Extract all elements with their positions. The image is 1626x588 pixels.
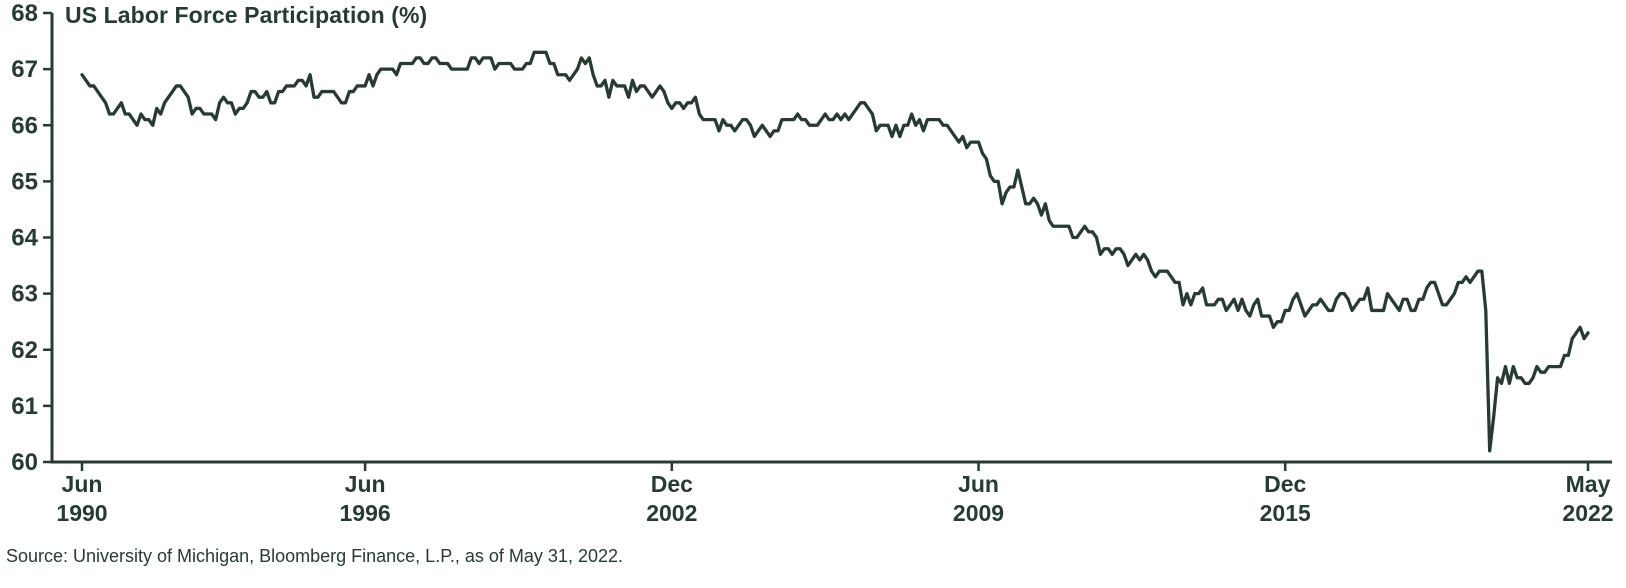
chart-title: US Labor Force Participation (%) (65, 2, 428, 28)
x-axis-tick-label-year: 2022 (1562, 500, 1613, 526)
x-axis-tick-label-month: Jun (345, 471, 386, 497)
data-line-series (80, 50, 1590, 453)
y-axis-tick-label: 60 (11, 449, 38, 476)
x-axis-tick-label-month: Dec (651, 471, 693, 497)
y-axis-tick-label: 67 (11, 56, 38, 83)
x-axis-tick-label-year: 2015 (1260, 500, 1311, 526)
y-axis-tick-label: 68 (11, 0, 38, 27)
x-axis-tick-label-year: 1990 (56, 500, 107, 526)
x-axis-tick-label-month: Jun (958, 471, 999, 497)
y-axis-tick-label: 62 (11, 337, 38, 364)
x-axis-tick-label-month: Dec (1264, 471, 1306, 497)
x-axis-tick-label-year: 2002 (646, 500, 697, 526)
y-axis-tick-label: 61 (11, 393, 38, 420)
x-axis-tick-label-year: 2009 (953, 500, 1004, 526)
y-axis-tick-label: 64 (11, 225, 38, 252)
x-axis-tick-label-month: May (1566, 471, 1611, 497)
y-axis-tick-label: 65 (11, 168, 38, 195)
axis-spine (50, 13, 1612, 464)
y-axis-tick-label: 66 (11, 112, 38, 139)
y-axis-tick-label: 63 (11, 281, 38, 308)
x-axis-tick-label-month: Jun (62, 471, 103, 497)
source-note: Source: University of Michigan, Bloomber… (6, 546, 623, 566)
x-axis-tick-label-year: 1996 (340, 500, 391, 526)
